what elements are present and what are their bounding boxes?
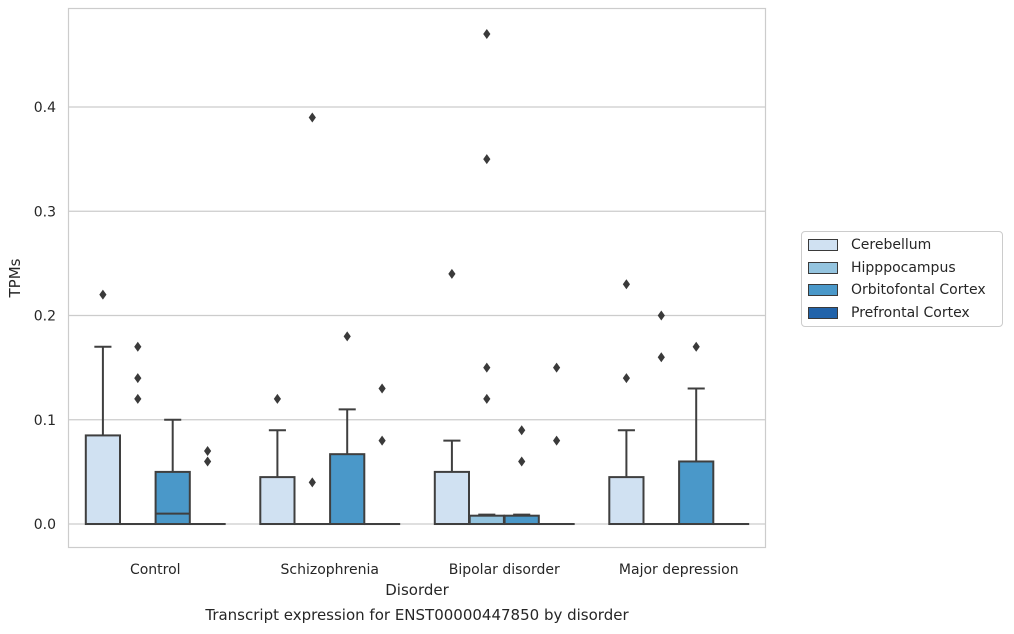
x-axis-title: Disorder [385, 581, 449, 599]
box [433, 470, 471, 526]
legend-label: Cerebellum [851, 237, 932, 253]
box-plots [84, 29, 750, 526]
outlier-point [448, 268, 456, 279]
box [154, 470, 191, 526]
box-group [468, 29, 505, 526]
box-group [119, 341, 156, 526]
box-group [678, 341, 715, 526]
outlier-point [308, 112, 316, 123]
outlier-point [518, 425, 526, 436]
legend-item: Hipppocampus [808, 259, 956, 277]
outlier-point [483, 154, 491, 165]
box-group [84, 289, 122, 526]
outlier-point [204, 446, 212, 457]
legend-swatch [808, 306, 838, 319]
outlier-point [343, 331, 351, 342]
box-group [294, 112, 331, 526]
box [503, 514, 540, 526]
y-tick-label: 0.1 [34, 413, 56, 429]
outlier-point [378, 435, 386, 446]
x-tick-label: Major depression [619, 562, 739, 578]
box-group [329, 331, 366, 526]
plot-frame [67, 7, 767, 549]
outlier-point [483, 362, 491, 373]
y-tick-label: 0.0 [34, 517, 56, 533]
outlier-point [134, 373, 142, 384]
outlier-point [622, 373, 630, 384]
box-group [608, 279, 645, 526]
box-group [538, 362, 575, 526]
legend: Cerebellum Hipppocampus Orbitofontal Corte… [801, 231, 1003, 327]
outlier-point [99, 289, 107, 300]
box-group [189, 446, 226, 526]
outlier-point [518, 456, 526, 467]
box-group [154, 418, 191, 526]
legend-swatch [808, 261, 838, 274]
outlier-point [483, 29, 491, 40]
legend-item: Orbitofontal Cortex [808, 281, 986, 299]
box [329, 453, 366, 526]
outlier-point [657, 352, 665, 363]
box-group [433, 268, 471, 526]
x-tick-label: Schizophrenia [281, 562, 379, 578]
legend-swatch [808, 239, 838, 251]
outlier-point [134, 393, 142, 404]
outlier-point [308, 477, 316, 488]
box [468, 514, 505, 526]
legend-item: Prefrontal Cortex [808, 304, 970, 322]
y-tick-label: 0.2 [34, 309, 56, 325]
outlier-point [657, 310, 665, 321]
outlier-point [134, 341, 142, 352]
y-axis-title: TPMs [6, 258, 24, 298]
outlier-point [204, 456, 212, 467]
box-group [643, 310, 680, 526]
x-tick-label: Control [130, 562, 181, 578]
chart-caption: Transcript expression for ENST0000044785… [205, 606, 629, 624]
y-tick-label: 0.3 [34, 204, 56, 220]
x-tick-label: Bipolar disorder [449, 562, 560, 578]
box [608, 476, 645, 526]
box-group [363, 383, 401, 526]
box [678, 460, 715, 526]
y-tick-label: 0.4 [34, 100, 56, 116]
box [259, 476, 296, 526]
outlier-point [273, 393, 281, 404]
x-tick-labels: Control Schizophrenia Bipolar disorder Majo… [130, 562, 739, 578]
box-group [259, 393, 296, 526]
box-group [503, 425, 540, 526]
outlier-point [622, 279, 630, 290]
outlier-point [483, 393, 491, 404]
outlier-point [378, 383, 386, 394]
legend-label: Hipppocampus [851, 259, 956, 276]
legend-swatch [808, 284, 838, 296]
legend-item: Cerebellum [808, 236, 931, 254]
box [84, 434, 122, 526]
outlier-point [692, 341, 700, 352]
legend-label: Prefrontal Cortex [851, 304, 970, 321]
outlier-point [553, 362, 561, 373]
outlier-point [553, 435, 561, 446]
y-tick-labels: 0.0 0.1 0.2 0.3 0.4 [34, 100, 56, 533]
legend-label: Orbitofontal Cortex [851, 282, 986, 298]
